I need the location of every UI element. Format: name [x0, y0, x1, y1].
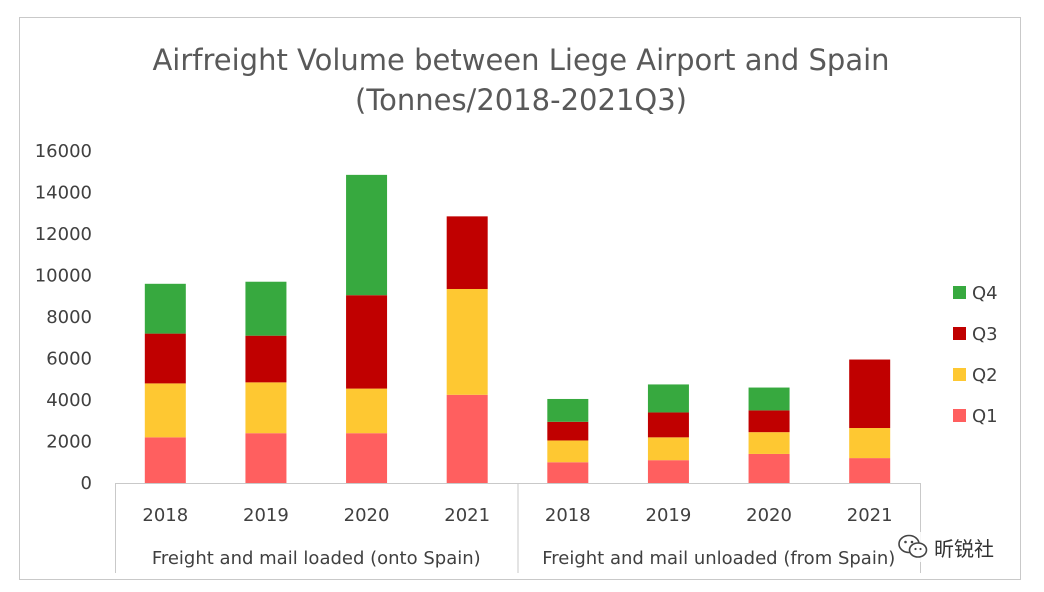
- bar-segment-q4: [647, 384, 689, 413]
- y-tick-label: 10000: [35, 266, 92, 287]
- chart-title-line: Airfreight Volume between Liege Airport …: [152, 43, 889, 77]
- chart-title: Airfreight Volume between Liege Airport …: [152, 43, 889, 117]
- bar-segment-q4: [144, 283, 186, 334]
- chart-title-line: (Tonnes/2018-2021Q3): [355, 83, 687, 117]
- bar-segment-q2: [346, 388, 388, 434]
- bar-segment-q4: [346, 174, 388, 296]
- x-tick-label: 2018: [142, 505, 188, 526]
- y-tick-label: 16000: [35, 141, 92, 162]
- bar-segment-q2: [547, 440, 589, 463]
- bar-segment-q3: [849, 359, 891, 429]
- bar-segment-q1: [144, 437, 186, 483]
- x-tick-label: 2020: [344, 505, 390, 526]
- bar-segment-q2: [849, 428, 891, 459]
- legend-swatch-q4: [953, 286, 966, 299]
- y-axis: 0 2000 4000 6000 8000 10000 12000 14000 16000: [35, 141, 92, 494]
- legend-swatch-q1: [953, 409, 966, 422]
- bar-segment-q1: [647, 460, 689, 483]
- bar-segment-q4: [245, 281, 287, 336]
- chart-svg: Airfreight Volume between Liege Airport …: [35, 43, 998, 573]
- y-tick-label: 14000: [35, 183, 92, 204]
- bar-segment-q4: [748, 387, 790, 411]
- y-tick-label: 4000: [46, 390, 92, 411]
- bar-segment-q4: [547, 398, 589, 422]
- bars: [144, 174, 891, 483]
- legend: Q4 Q3 Q2 Q1: [953, 283, 998, 427]
- bar-segment-q3: [346, 295, 388, 389]
- legend-swatch-q3: [953, 327, 966, 340]
- y-tick-label: 8000: [46, 307, 92, 328]
- x-tick-label: 2021: [444, 505, 490, 526]
- legend-label-q3: Q3: [972, 324, 998, 345]
- legend-swatch-q2: [953, 368, 966, 381]
- bar-segment-q1: [346, 433, 388, 483]
- chart-frame: Airfreight Volume between Liege Airport …: [19, 17, 1021, 580]
- x-tick-label: 2019: [243, 505, 289, 526]
- bar-segment-q2: [144, 383, 186, 438]
- bar-segment-q2: [245, 382, 287, 434]
- legend-label-q4: Q4: [972, 283, 998, 304]
- y-tick-label: 12000: [35, 224, 92, 245]
- y-tick-label: 0: [81, 473, 92, 494]
- legend-label-q2: Q2: [972, 365, 998, 386]
- bar-segment-q2: [647, 437, 689, 461]
- bar-segment-q1: [547, 462, 589, 483]
- bar-segment-q3: [748, 410, 790, 433]
- watermark: 昕锐社: [898, 532, 1018, 562]
- bar-segment-q3: [547, 421, 589, 441]
- x-tick-label: 2020: [746, 505, 792, 526]
- wechat-icon: [898, 534, 928, 558]
- bar-segment-q3: [245, 335, 287, 383]
- x-tick-label: 2018: [545, 505, 591, 526]
- bar-segment-q1: [849, 458, 891, 483]
- bar-segment-q3: [446, 216, 488, 289]
- watermark-text: 昕锐社: [934, 536, 994, 561]
- bar-segment-q1: [245, 433, 287, 483]
- bar-segment-q2: [446, 288, 488, 395]
- x-axis: 2018 2019 2020 2021 2018 2019 2020 2021 Freight …: [115, 483, 921, 573]
- legend-label-q1: Q1: [972, 406, 998, 427]
- bar-segment-q3: [647, 412, 689, 438]
- bar-segment-q3: [144, 333, 186, 384]
- y-tick-label: 6000: [46, 349, 92, 370]
- x-tick-label: 2019: [646, 505, 692, 526]
- x-tick-label: 2021: [847, 505, 893, 526]
- bar-segment-q1: [748, 453, 790, 483]
- bar-segment-q2: [748, 432, 790, 454]
- y-tick-label: 2000: [46, 432, 92, 453]
- bar-segment-q1: [446, 394, 488, 483]
- x-group-label: Freight and mail unloaded (from Spain): [542, 548, 895, 569]
- x-group-label: Freight and mail loaded (onto Spain): [152, 548, 481, 569]
